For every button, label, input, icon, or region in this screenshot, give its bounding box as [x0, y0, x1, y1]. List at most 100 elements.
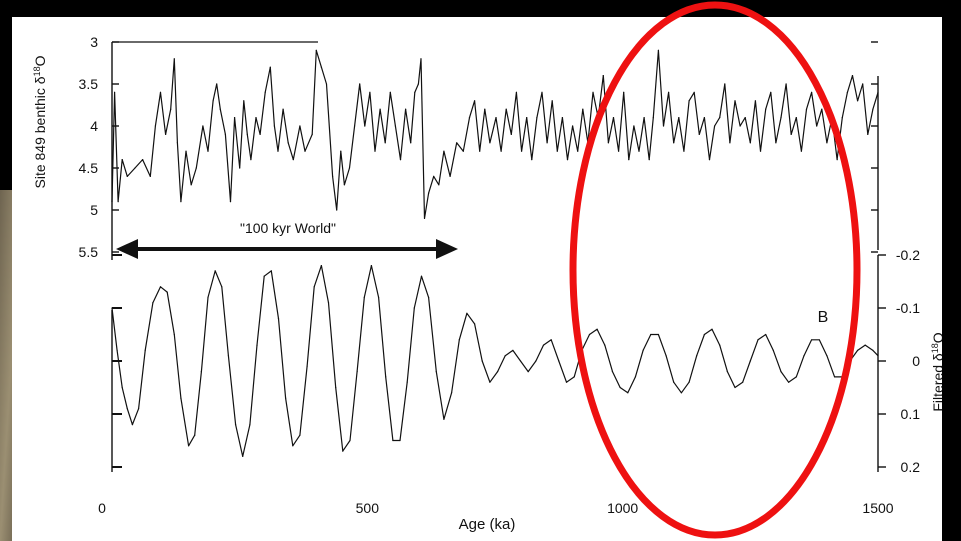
- site-849-data-point: [277, 150, 279, 152]
- right-y-axis-title: Filtered δ18O: [930, 332, 946, 411]
- right-y-tick-label: 0: [912, 353, 920, 369]
- site-849-data-point: [219, 108, 221, 110]
- site-849-data-point: [282, 108, 284, 110]
- site-849-data-point: [304, 150, 306, 152]
- filtered-data-point: [121, 386, 123, 389]
- site-849-data-point: [438, 184, 440, 186]
- filtered-data-point: [795, 376, 797, 378]
- site-849-data-point: [872, 108, 874, 110]
- site-849-data-point: [207, 150, 209, 152]
- filtered-data-point: [435, 371, 437, 373]
- filtered-data-point: [788, 381, 790, 383]
- filtered-data-point: [688, 381, 690, 383]
- filtered-data-point: [466, 312, 468, 314]
- site-849-data-point: [602, 75, 604, 77]
- filtered-data-point: [634, 376, 637, 378]
- left-y-title-tail: O: [32, 55, 48, 66]
- x-tick-label: 1500: [862, 500, 893, 516]
- site-849-data-point: [729, 142, 731, 144]
- figure-panel: [12, 17, 942, 541]
- filtered-data-point: [214, 270, 216, 272]
- site-849-data-point: [572, 125, 574, 127]
- filtered-data-point: [481, 360, 483, 362]
- filtered-data-point: [277, 318, 280, 320]
- site-849-data-point: [678, 117, 680, 119]
- filtered-data-point: [742, 381, 744, 383]
- site-849-data-point: [846, 91, 848, 93]
- filtered-data-point: [152, 302, 154, 304]
- site-849-data-point: [683, 150, 685, 152]
- filtered-data-point: [327, 302, 330, 304]
- x-axis-title: Age (ka): [459, 516, 516, 533]
- x-tick-label: 0: [98, 500, 106, 516]
- site-849-data-point: [269, 66, 271, 68]
- filtered-data-point: [696, 355, 698, 357]
- site-849-data-point: [190, 184, 192, 186]
- filtered-data-point: [406, 381, 408, 383]
- site-849-data-point: [759, 150, 762, 152]
- site-849-data-point: [126, 175, 128, 177]
- site-849-data-point: [165, 133, 167, 135]
- site-849-data-point: [149, 175, 151, 177]
- filtered-data-point: [420, 275, 423, 277]
- filtered-data-point: [726, 371, 728, 373]
- site-849-data-point: [734, 100, 736, 102]
- site-849-data-point: [384, 142, 386, 144]
- filtered-data-point: [159, 286, 162, 288]
- filtered-data-point: [131, 424, 134, 426]
- site-849-data-point: [638, 150, 640, 152]
- right-y-title-tail: O: [930, 332, 946, 343]
- filtered-data-point: [320, 265, 322, 267]
- filtered-data-point: [818, 339, 820, 341]
- site-849-data-point: [180, 201, 182, 203]
- filtered-data-point: [363, 296, 365, 298]
- left-y-tick-label: 4: [90, 118, 98, 134]
- hundred-kyr-world-label: "100 kyr World": [240, 220, 336, 236]
- site-849-data-point: [775, 142, 777, 144]
- site-849-data-point: [668, 91, 670, 93]
- site-849-data-point: [394, 125, 397, 127]
- site-849-data-point: [515, 91, 518, 93]
- filtered-data-point: [877, 355, 879, 357]
- site-849-data-point: [348, 167, 351, 169]
- filtered-data-point: [650, 333, 652, 336]
- filtered-data-point: [496, 371, 499, 373]
- site-849-data-point: [359, 83, 361, 85]
- site-849-data-point: [216, 83, 218, 85]
- site-849-data-point: [765, 108, 767, 110]
- site-849-data-point: [719, 117, 721, 119]
- site-849-data-point: [617, 150, 620, 152]
- site-849-data-point: [811, 91, 813, 93]
- site-849-data-point: [662, 125, 665, 127]
- site-849-data-point: [877, 91, 879, 93]
- filtered-data-point: [711, 328, 713, 330]
- site-849-data-point: [456, 142, 458, 144]
- site-849-data-point: [433, 175, 435, 177]
- filtered-data-point: [356, 371, 358, 373]
- filtered-data-point: [270, 270, 272, 272]
- site-849-data-point: [229, 201, 232, 203]
- filtered-data-point: [665, 355, 667, 357]
- site-849-data-point: [154, 125, 157, 127]
- site-849-data-point: [410, 142, 412, 144]
- filtered-data-point: [399, 439, 401, 442]
- right-y-title-sup: 18: [930, 343, 940, 353]
- filtered-data-point: [377, 296, 380, 298]
- filtered-data-point: [512, 349, 514, 351]
- site-849-data-point: [185, 150, 187, 152]
- site-849-data-point: [489, 142, 491, 144]
- site-849-data-point: [841, 117, 843, 119]
- site-849-data-point: [688, 100, 690, 102]
- filtered-data-point: [864, 344, 866, 346]
- site-849-data-point: [633, 125, 635, 127]
- site-849-data-point: [287, 142, 289, 144]
- site-849-data-point: [243, 100, 245, 102]
- site-849-data-point: [420, 58, 422, 60]
- filtered-data-point: [458, 339, 460, 341]
- filtered-data-point: [734, 386, 736, 389]
- site-849-data-point: [449, 175, 451, 177]
- site-849-data-point: [250, 159, 252, 161]
- site-849-data-point: [399, 159, 402, 161]
- site-849-data-point: [311, 133, 313, 135]
